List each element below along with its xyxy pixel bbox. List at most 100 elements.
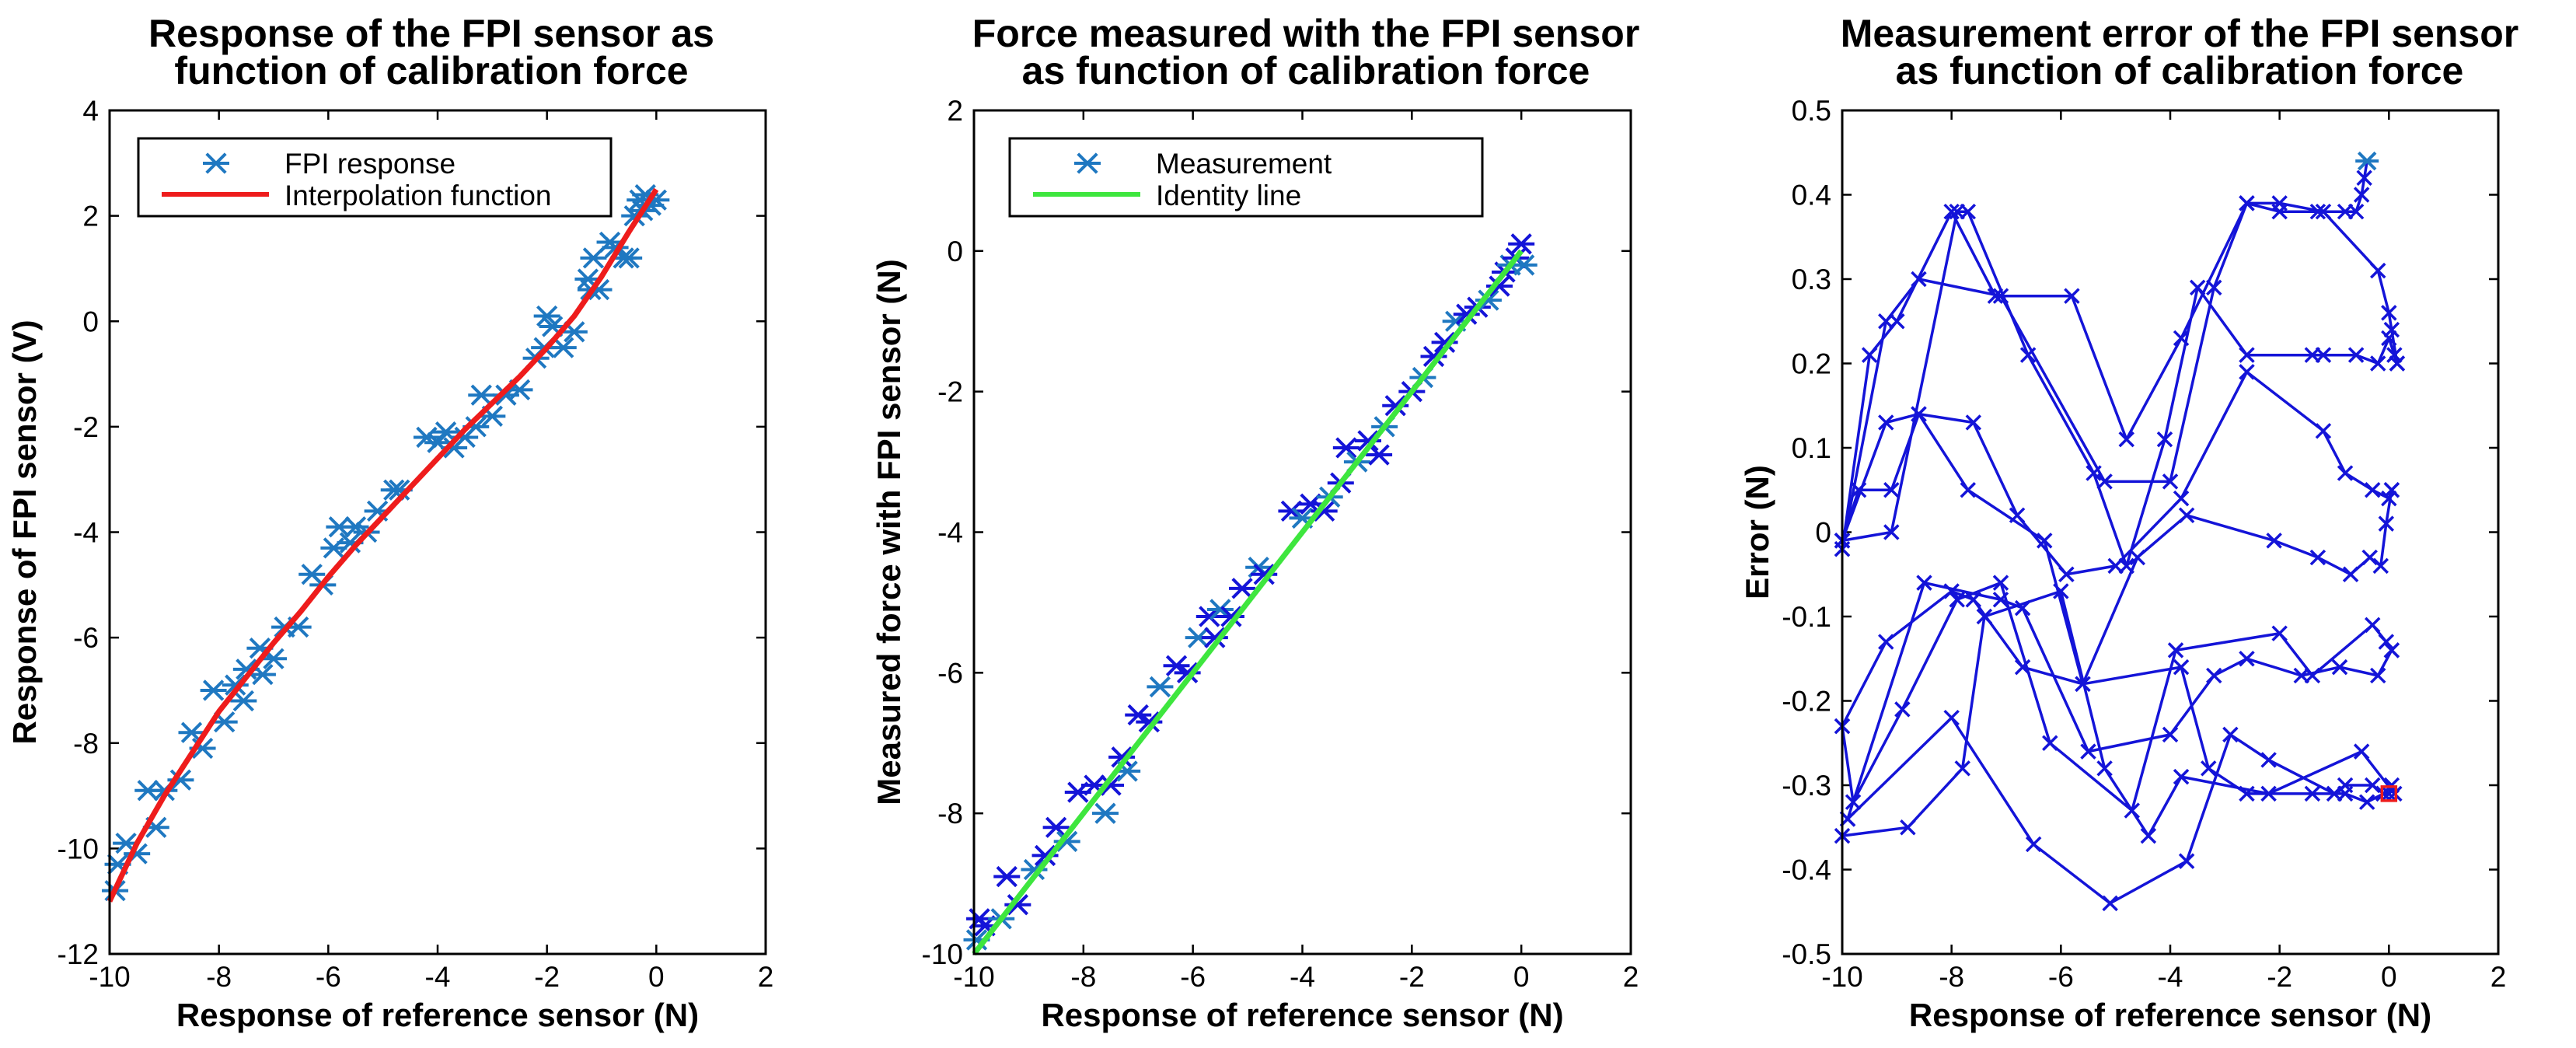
error-point [1949, 592, 1965, 608]
y-tick-label: -0.5 [1782, 938, 1831, 970]
error-point [2206, 279, 2222, 296]
error-point [1883, 482, 1900, 498]
data-point [1147, 676, 1174, 698]
error-point [2364, 617, 2381, 634]
error-point [2361, 549, 2378, 566]
y-tick-label: -12 [58, 938, 99, 970]
y-tick-label: 0 [947, 236, 963, 267]
error-point [1992, 592, 2009, 608]
x-tick-label: 2 [2490, 961, 2507, 993]
x-tick-label: -2 [534, 961, 560, 993]
x-tick-label: -10 [953, 961, 994, 993]
error-point [2156, 431, 2173, 448]
error-point [2173, 658, 2190, 676]
error-point [2304, 347, 2321, 363]
error-point [1911, 406, 1927, 422]
error-point [2271, 625, 2288, 641]
axes-frame [972, 109, 1632, 955]
error-point [2370, 355, 2386, 372]
x-tick-label: -4 [2158, 961, 2183, 993]
data-point [1092, 802, 1119, 824]
error-point [2383, 482, 2400, 498]
error-point [2173, 768, 2190, 785]
chart-title-line: as function of calibration force [1022, 49, 1590, 93]
error-point [2053, 583, 2069, 599]
data-point [1229, 578, 1256, 599]
error-point [2381, 330, 2397, 347]
error-point [2353, 743, 2370, 760]
error-point [2075, 676, 2091, 693]
error-point [1992, 575, 2009, 591]
error-point [1883, 524, 1900, 540]
legend-box [137, 137, 613, 218]
error-point [2239, 785, 2255, 802]
error-point [2058, 566, 2075, 582]
y-tick-label: 2 [947, 95, 963, 127]
legend-label: FPI response [284, 148, 456, 180]
y-tick-label: -4 [73, 517, 99, 549]
error-point [2107, 557, 2124, 575]
error-point [2129, 549, 2146, 566]
data-point [1508, 233, 1535, 255]
error-point [2140, 827, 2157, 844]
y-tick-label: 0.5 [1792, 95, 1831, 127]
data-point [580, 247, 607, 269]
error-series [1834, 203, 2406, 575]
error-point [2326, 785, 2343, 802]
x-axis-label: Response of reference sensor (N) [1041, 997, 1563, 1033]
y-tick-label: 4 [82, 95, 99, 127]
error-point [2042, 735, 2058, 751]
legend-label: Measurement [1156, 148, 1332, 180]
y-tick-label: 0.1 [1792, 432, 1831, 464]
error-point [2378, 634, 2395, 650]
x-tick-label: -8 [1070, 961, 1096, 993]
error-point [1894, 701, 1911, 718]
error-point [2064, 288, 2080, 304]
error-point [2162, 473, 2179, 490]
y-tick-label: 2 [82, 201, 99, 232]
y-tick-label: 0 [1815, 517, 1831, 549]
y-tick-label: -8 [73, 728, 99, 760]
y-tick-label: -10 [922, 938, 963, 970]
data-point [1042, 816, 1070, 838]
legend-box [1008, 137, 1484, 218]
error-series [1834, 406, 2403, 844]
x-tick-label: -6 [2048, 961, 2074, 993]
error-line [1841, 412, 2396, 837]
error-point [2342, 566, 2359, 582]
error-point [1916, 575, 1932, 591]
end-marker [2380, 785, 2398, 802]
error-point [2358, 794, 2375, 810]
data-point [1366, 444, 1393, 466]
x-tick-label: 0 [2381, 961, 2397, 993]
chart-title-line: Measurement error of the FPI sensor [1841, 12, 2518, 55]
x-tick-label: 0 [648, 961, 665, 993]
error-point [2239, 364, 2255, 380]
x-tick-label: 2 [758, 961, 774, 993]
error-point [1878, 414, 1894, 431]
error-line [1846, 581, 2393, 819]
x-tick-label: -6 [1180, 961, 1206, 993]
chart-title-line: Response of the FPI sensor as [148, 12, 714, 55]
y-tick-label: -0.4 [1782, 854, 1831, 886]
error-point [2009, 507, 2026, 524]
axes-frame [1841, 109, 2500, 955]
error-point [2086, 465, 2102, 481]
error-point [2019, 347, 2037, 363]
error-point [1878, 313, 1894, 330]
axes-frame [108, 109, 767, 955]
error-series [1834, 575, 2400, 819]
error-point [2378, 515, 2395, 532]
error-point [2337, 777, 2354, 794]
error-point [2178, 507, 2195, 524]
y-tick-label: 0 [82, 306, 99, 337]
error-point [2353, 187, 2370, 203]
chart-title-line: function of calibration force [174, 49, 688, 93]
error-point [2381, 785, 2397, 802]
y-tick-label: 0.3 [1792, 264, 1831, 295]
x-tick-label: -4 [1290, 961, 1315, 993]
error-point [1900, 819, 1916, 836]
y-tick-label: -0.1 [1782, 601, 1831, 633]
series-line [106, 187, 659, 903]
